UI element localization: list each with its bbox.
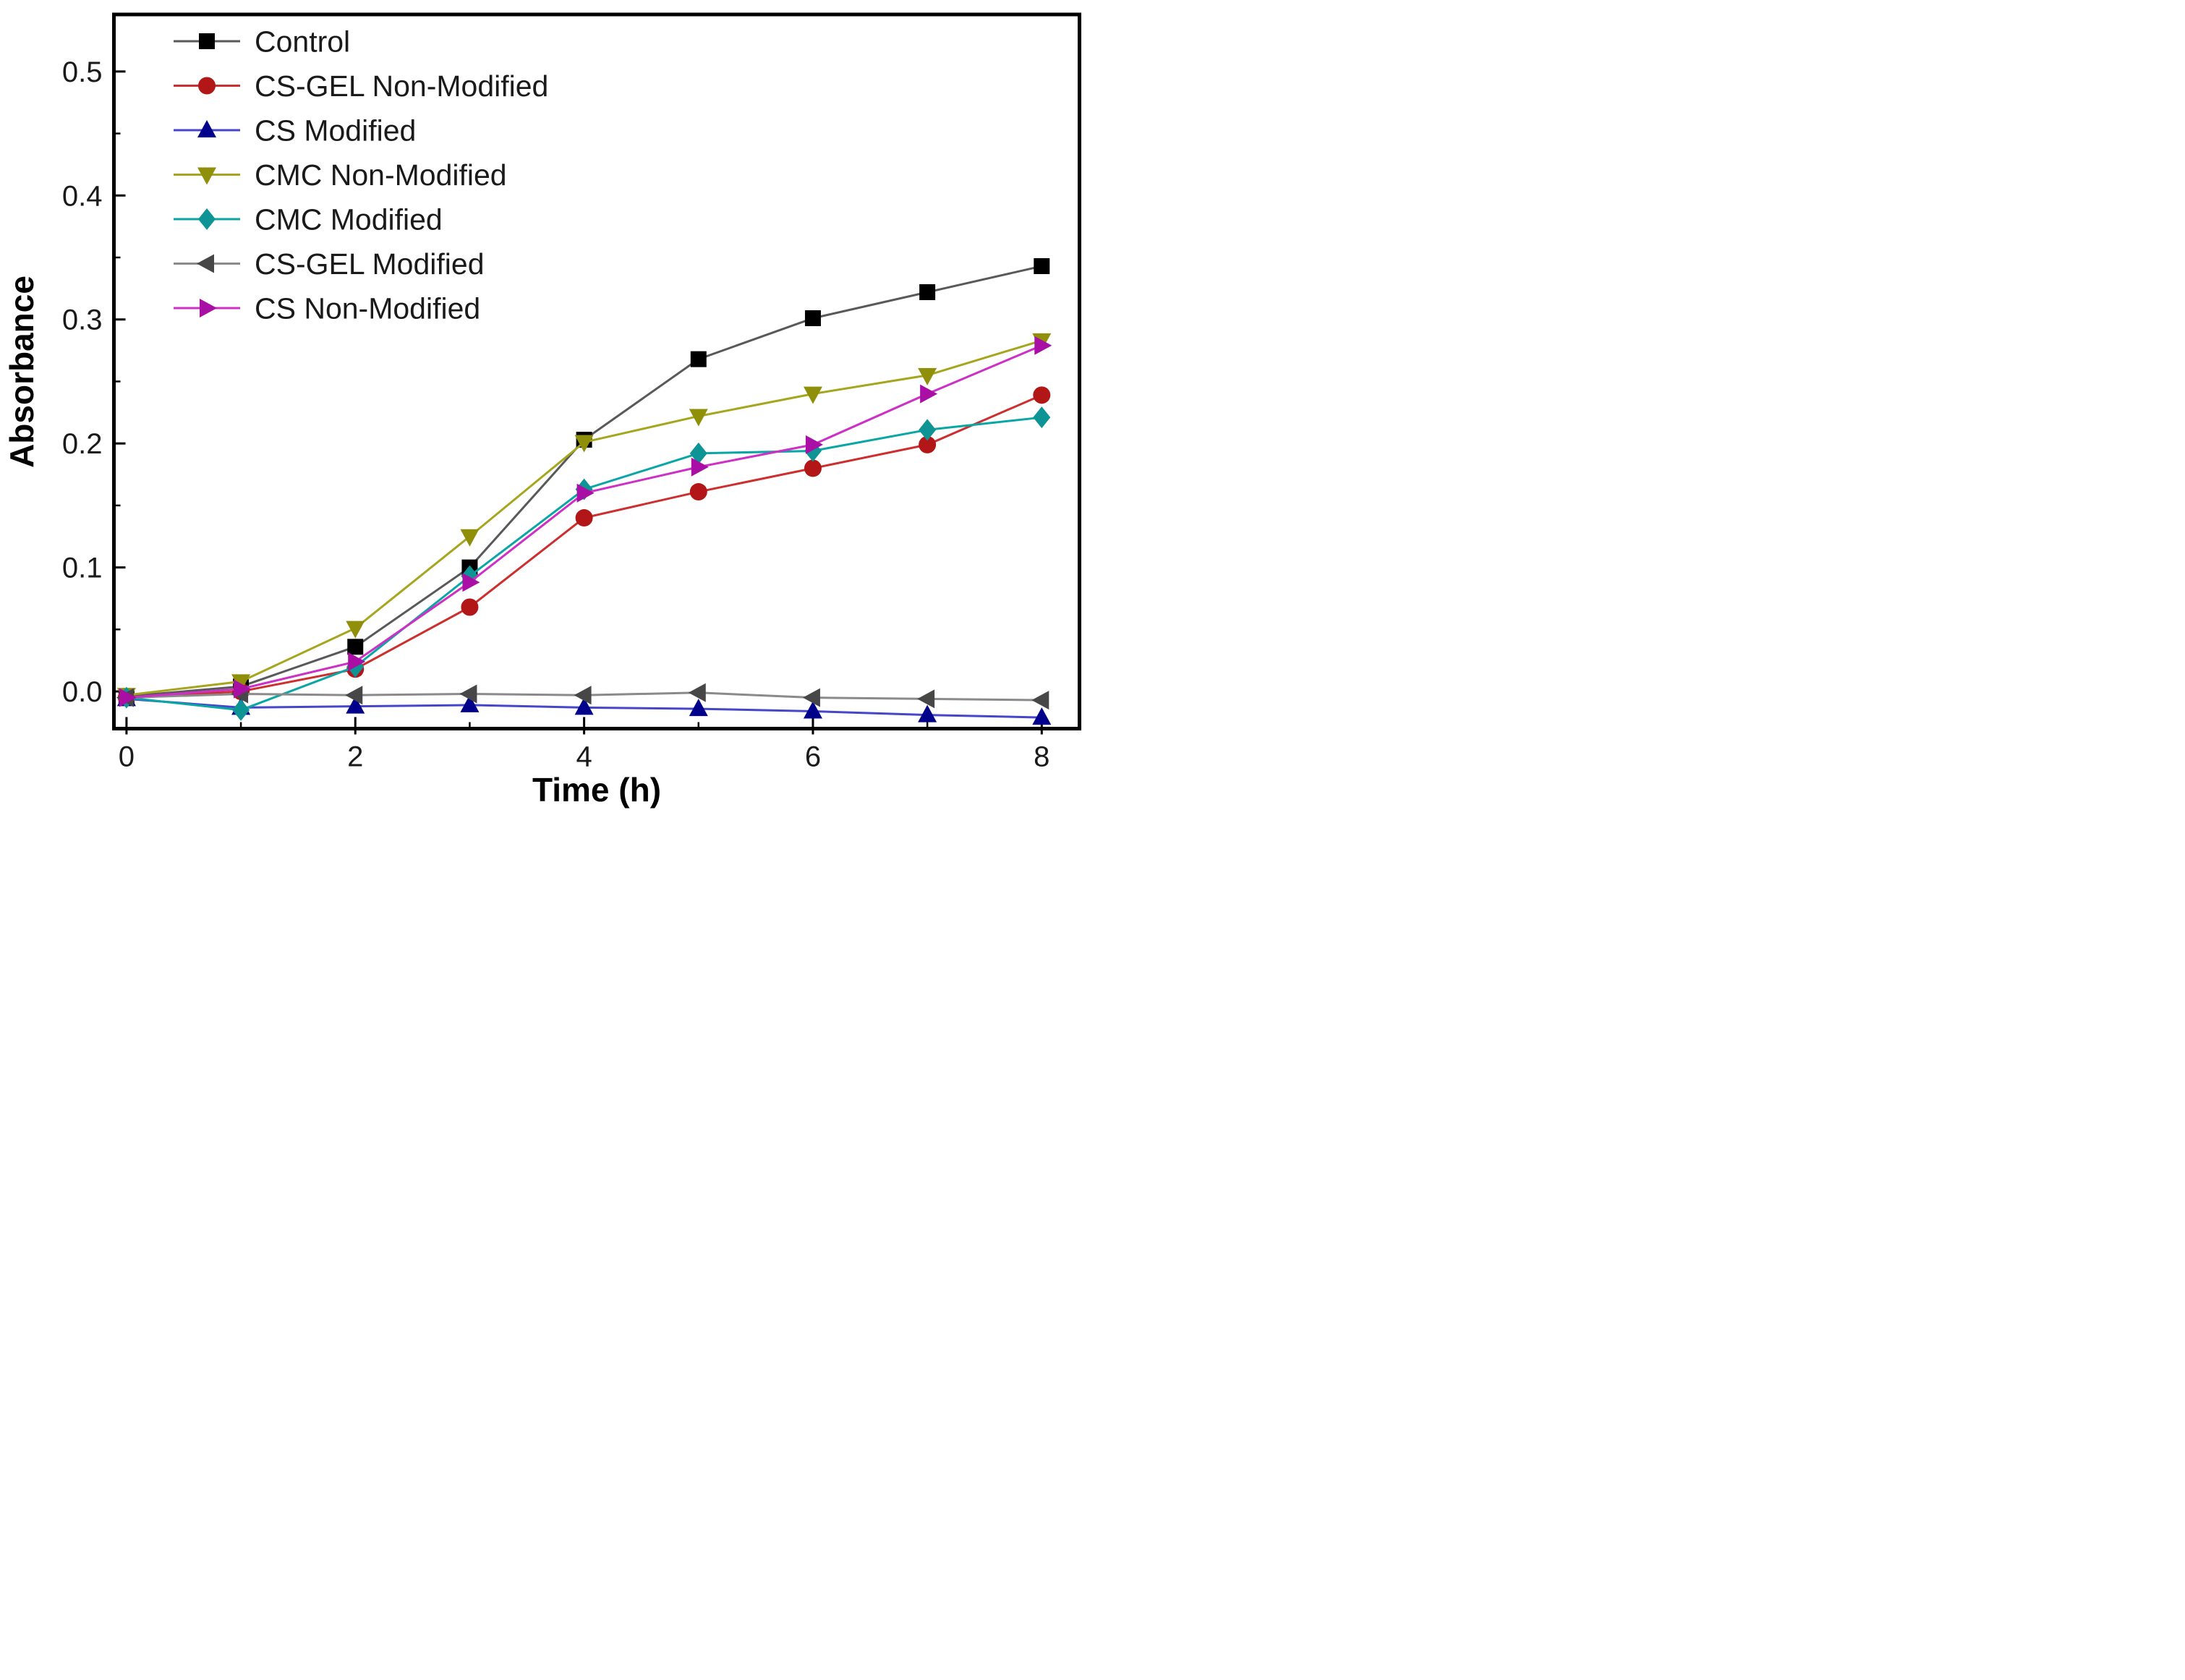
series-marker-cs-gel-modified: [345, 686, 363, 705]
series-marker-cmc-non-modified: [689, 409, 708, 427]
x-tick-label-6: 6: [805, 741, 821, 773]
series-marker-cmc-non-modified: [231, 674, 251, 692]
x-tick-label-4: 4: [576, 741, 592, 773]
legend-marker-cmc-modified: [198, 208, 216, 230]
legend-label-cmc-modified: CMC Modified: [255, 202, 443, 236]
series-line-cmc-modified: [126, 416, 1042, 712]
series-marker-cs-gel-modified: [688, 683, 706, 702]
y-tick-label-0.3: 0.3: [62, 304, 103, 336]
y-tick-label-0.5: 0.5: [62, 56, 103, 88]
y-tick-label-0.1: 0.1: [62, 553, 103, 584]
legend-label-cs-gel-non-modified: CS-GEL Non-Modified: [255, 69, 548, 103]
legend-label-cs-modified: CS Modified: [255, 114, 416, 147]
legend-marker-control: [199, 33, 215, 49]
series-marker-cmc-non-modified: [460, 529, 480, 547]
series-marker-cmc-modified: [919, 419, 937, 441]
series-marker-cs-non-modified: [348, 652, 366, 671]
series-marker-cs-gel-non-modified: [919, 435, 937, 453]
series-marker-cmc-modified: [689, 442, 707, 464]
series-marker-control: [690, 351, 707, 367]
x-tick-label-0: 0: [119, 741, 135, 773]
y-tick-label-0.4: 0.4: [62, 180, 103, 212]
series-marker-cs-gel-non-modified: [804, 459, 822, 477]
x-tick-label-8: 8: [1034, 741, 1049, 773]
chart-canvas: 0.0 0.1 0.2 0.3 0.4 0.5 0 2 4 6 8 Control CS-GEL Non…: [62, 12, 1081, 773]
x-tick-label-2: 2: [347, 741, 363, 773]
series-marker-cs-gel-modified: [917, 689, 935, 709]
y-tick-label-0.0: 0.0: [62, 676, 103, 708]
series-marker-cs-modified: [460, 694, 480, 712]
series-marker-cs-non-modified: [119, 688, 137, 707]
legend-label-cmc-non-modified: CMC Non-Modified: [255, 158, 507, 192]
series-marker-cs-modified: [574, 697, 594, 715]
x-axis-title: Time (h): [532, 771, 662, 809]
legend-marker-cs-modified: [197, 120, 216, 137]
series-marker-cs-gel-modified: [574, 686, 592, 705]
series-marker-cs-non-modified: [234, 679, 252, 699]
series-marker-cmc-modified: [1033, 406, 1051, 429]
series-marker-cmc-non-modified: [918, 367, 937, 385]
plot-frame: [112, 12, 1081, 730]
series-marker-cs-modified: [1032, 707, 1052, 725]
series-marker-cs-non-modified: [462, 573, 480, 592]
series-marker-cs-modified: [803, 701, 822, 719]
series-marker-cs-non-modified: [1034, 336, 1052, 355]
series-marker-cs-gel-modified: [802, 688, 820, 707]
legend-marker-cs-gel-non-modified: [198, 77, 216, 95]
series-marker-cs-gel-non-modified: [461, 598, 479, 616]
series-marker-cs-gel-modified: [1031, 691, 1049, 710]
legend-marker-cmc-non-modified: [197, 167, 216, 185]
series-marker-cmc-modified: [232, 699, 250, 721]
series-marker-cs-gel-non-modified: [575, 509, 593, 527]
series-marker-control: [919, 284, 936, 301]
series-marker-control: [1034, 258, 1050, 275]
series-marker-control: [804, 310, 821, 327]
series-marker-cs-non-modified: [920, 384, 938, 404]
series-marker-control: [347, 639, 364, 655]
y-tick-label-0.2: 0.2: [62, 428, 103, 460]
legend-label-cs-gel-modified: CS-GEL Modified: [255, 247, 485, 281]
series-marker-cs-modified: [689, 699, 708, 717]
series-marker-cs-gel-non-modified: [689, 483, 707, 501]
legend-marker-cs-non-modified: [200, 299, 217, 317]
series-marker-cs-modified: [918, 704, 937, 722]
series-marker-cs-non-modified: [805, 435, 823, 454]
legend-label-control: Control: [255, 25, 350, 58]
series-marker-cmc-non-modified: [803, 386, 822, 404]
legend-marker-cs-gel-modified: [197, 254, 214, 273]
series-marker-cs-modified: [346, 696, 365, 714]
series-marker-cs-gel-non-modified: [1033, 386, 1051, 404]
series-marker-cmc-non-modified: [346, 621, 365, 639]
series-marker-cs-non-modified: [691, 457, 709, 477]
line-chart-figure: 0.0 0.1 0.2 0.3 0.4 0.5 0 2 4 6 8 Control CS-GEL Non…: [0, 0, 1092, 840]
series-marker-cs-gel-modified: [459, 684, 477, 704]
series-marker-cs-non-modified: [576, 483, 595, 503]
y-axis-title: Absorbance: [3, 276, 41, 468]
series-marker-cmc-non-modified: [574, 435, 594, 453]
legend-label-cs-non-modified: CS Non-Modified: [255, 291, 480, 325]
